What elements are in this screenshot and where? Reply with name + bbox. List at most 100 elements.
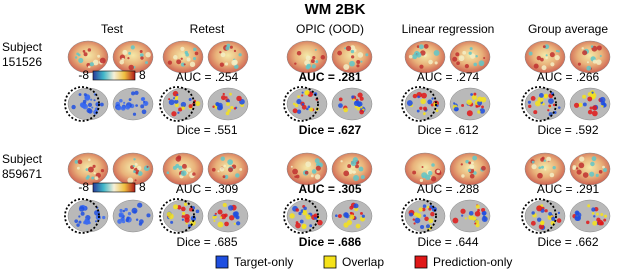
surface-spot [603,214,608,218]
surface-spot [186,57,191,62]
brain-surface [404,40,446,74]
surface-spot [134,179,137,182]
surface-spot [471,94,477,100]
surface-spot [128,64,134,71]
surface-spot [120,217,125,221]
surface-spot [536,217,542,222]
surface-spot [365,53,369,57]
surface-spot [317,219,323,226]
surface-spot [592,105,598,111]
surface-spot [294,175,297,178]
brain-shape [162,152,204,186]
surface-spot [223,164,226,168]
surface-spot [87,166,94,173]
brain-surface [449,199,491,233]
auc-label: AUC = .305 [298,182,361,196]
surface-spot [174,99,179,104]
surface-spot [176,59,182,65]
surface-spot [233,211,239,217]
surface-spot [343,107,349,113]
surface-spot [416,52,422,58]
surface-spot [475,223,480,228]
colorbar-max: 8 [139,68,146,82]
surface-spot [313,213,318,218]
surface-spot [221,95,226,101]
surface-spot [351,95,355,99]
surface-spot [544,44,550,50]
surface-spot [120,105,126,111]
surface-spot [314,158,320,164]
surface-spot [181,106,185,110]
dice-label: Dice = .627 [299,123,362,137]
surface-spot [224,213,228,218]
surface-spot [474,210,481,217]
brain-surface [524,87,566,121]
surface-spot [461,214,464,217]
surface-spot [587,204,591,208]
surface-spot [349,60,355,67]
brain-shape [286,152,328,186]
surface-spot [592,59,597,64]
surface-spot [541,156,545,160]
surface-spot [422,204,427,208]
surface-spot [71,104,76,110]
surface-spot [144,102,148,105]
surface-spot [94,220,98,223]
surface-spot [229,45,233,49]
surface-spot [138,222,143,226]
surface-spot [421,92,427,99]
surface-spot [464,217,467,220]
surface-spot [545,54,548,57]
surface-spot [556,218,562,223]
surface-spot [352,98,356,102]
surface-spot [587,92,593,97]
surface-spot [475,105,479,108]
surface-spot [195,101,201,107]
surface-spot [119,98,123,103]
surface-spot [596,217,601,222]
surface-spot [74,56,78,59]
surface-spot [99,102,104,107]
brain-surface [162,87,204,121]
surface-spot [471,161,474,165]
surface-spot [549,172,555,178]
brain-shape [569,87,611,121]
brain-surface [331,152,373,186]
surface-spot [78,57,84,63]
surface-spot [220,52,226,58]
legend-swatch [215,255,229,269]
surface-spot [233,107,237,110]
surface-spot [552,103,556,107]
surface-spot [134,90,139,95]
surface-spot [533,63,539,69]
surface-spot [543,93,549,98]
surface-spot [238,53,242,57]
highlight-circle [401,198,437,234]
surface-spot [359,109,364,115]
surface-spot [224,62,229,66]
surface-spot [315,60,319,64]
surface-spot [93,99,96,102]
surface-spot [338,103,343,108]
surface-spot [225,111,230,116]
surface-spot [146,213,151,218]
surface-spot [100,168,105,173]
surface-spot [354,105,358,109]
surface-spot [475,54,478,58]
surface-spot [548,211,552,216]
brain-shape [331,152,373,186]
surface-spot [229,92,232,96]
surface-spot [92,59,99,66]
surface-spot [140,104,145,109]
surface-spot [217,209,223,215]
surface-spot [192,172,196,176]
surface-spot [461,104,465,107]
surface-spot [542,102,545,106]
surface-spot [99,57,106,64]
surface-spot [82,103,88,110]
surface-spot [97,54,101,58]
surface-spot [469,47,473,51]
surface-spot [78,220,82,224]
brain-shape [162,40,204,74]
surface-spot [528,51,533,56]
